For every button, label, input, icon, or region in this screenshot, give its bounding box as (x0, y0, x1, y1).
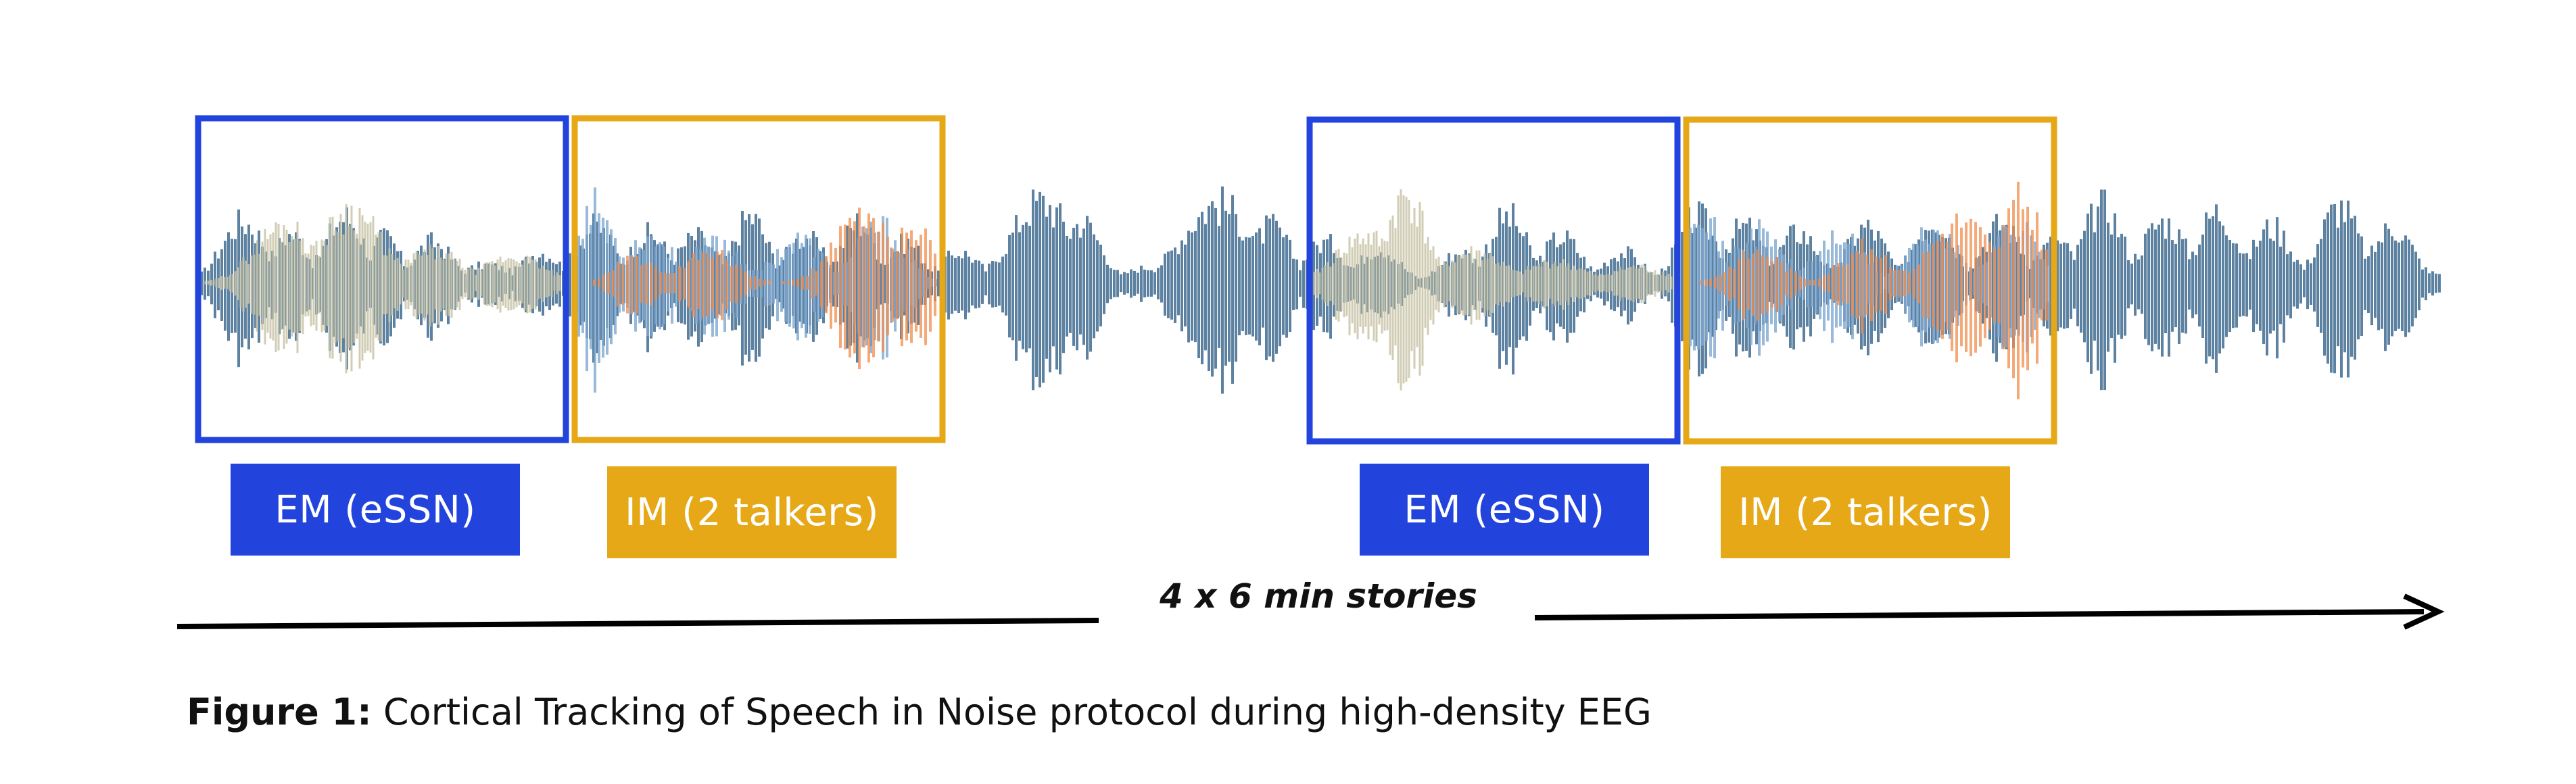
timeline-line-right (1534, 609, 2425, 620)
masker-waveforms (204, 181, 2049, 399)
em-condition-label-2: EM (eSSN) (1360, 464, 1649, 556)
im-segment-box-2 (1683, 116, 2057, 445)
timeline-line-left (176, 618, 1099, 629)
im-condition-label-1: IM (2 talkers) (607, 466, 897, 558)
timeline-label: 4 x 6 min stories (1160, 577, 1477, 616)
em-segment-box-1 (195, 115, 569, 443)
im-condition-label-2: IM (2 talkers) (1721, 466, 2010, 558)
im-segment-box-1 (571, 115, 946, 443)
figure-caption: Figure 1: Cortical Tracking of Speech in… (187, 691, 1652, 733)
em-condition-label-1: EM (eSSN) (231, 464, 520, 556)
arrowhead-icon (2403, 593, 2445, 630)
em-segment-box-2 (1306, 116, 1681, 445)
caption-text: Cortical Tracking of Speech in Noise pro… (371, 691, 1652, 733)
caption-prefix: Figure 1: (187, 691, 372, 733)
